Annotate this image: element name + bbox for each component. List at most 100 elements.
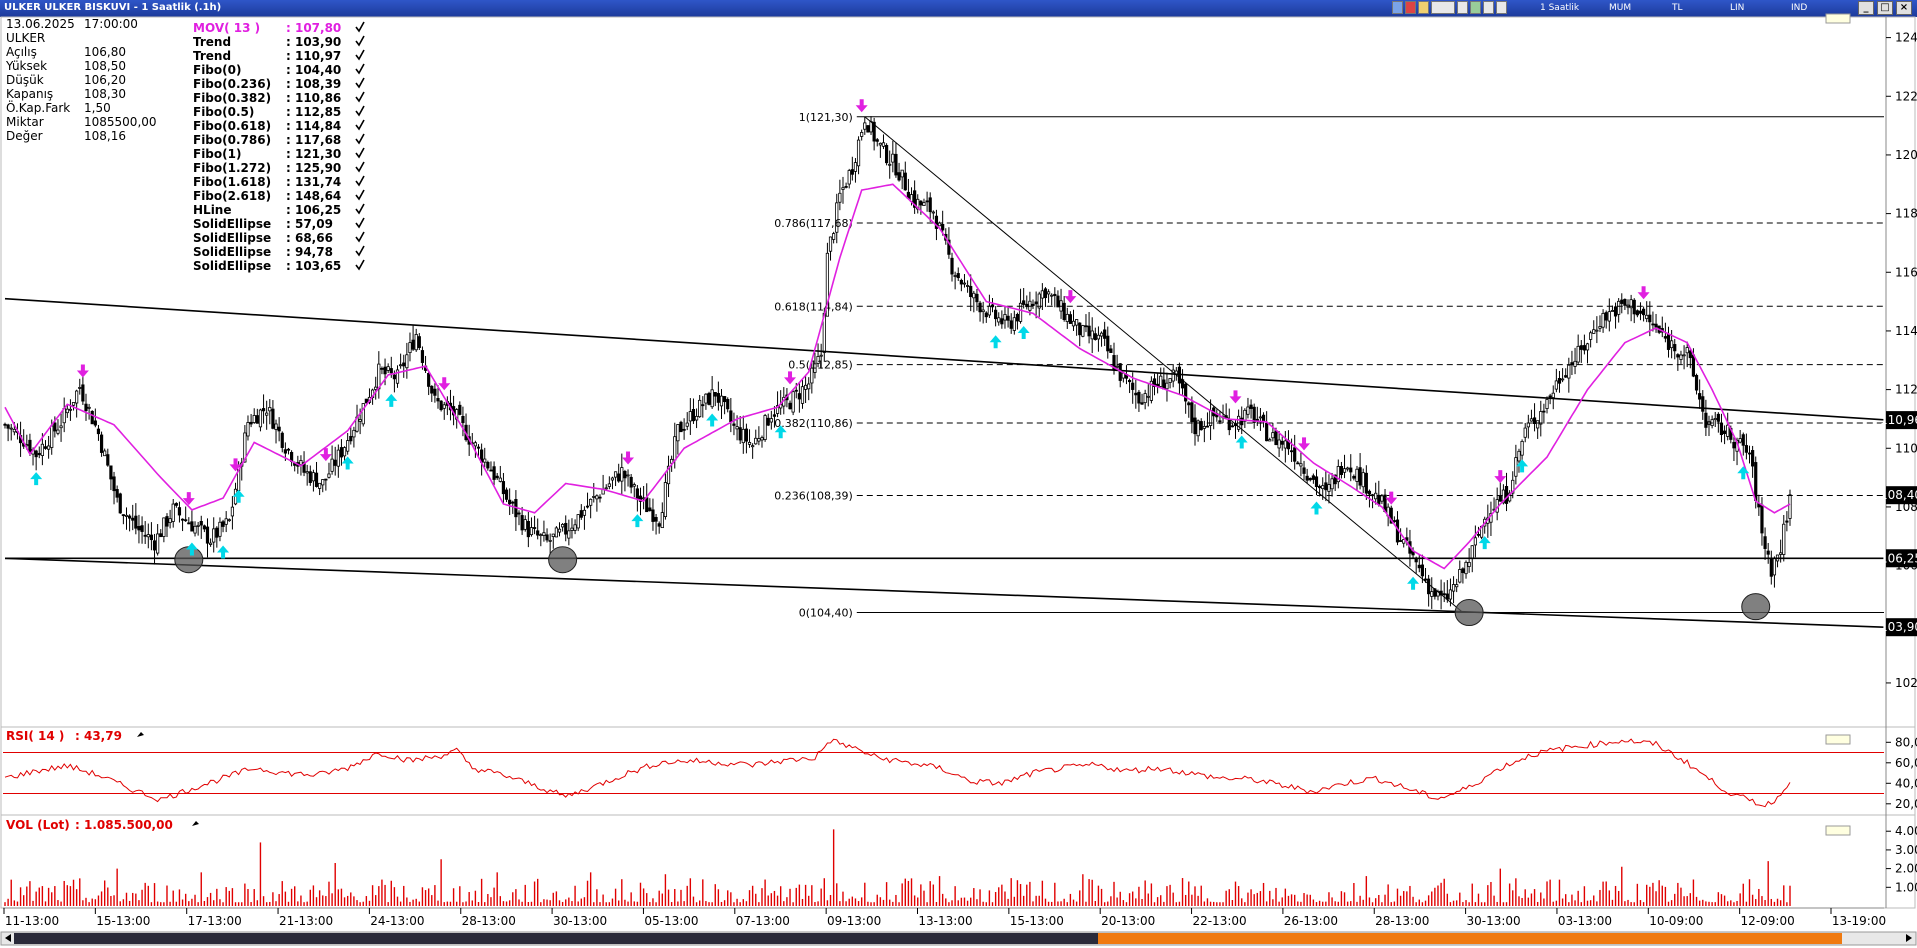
candle-body xyxy=(1638,310,1643,314)
vol-tick-label: 1.00M xyxy=(1895,880,1917,894)
scrollbar-track-left[interactable] xyxy=(14,933,1098,944)
candle-body xyxy=(56,429,60,434)
candle-body xyxy=(361,403,365,425)
candle-body xyxy=(969,285,973,298)
period-selector[interactable]: 1 Saatlik xyxy=(1540,3,1580,13)
scroll-left-icon[interactable] xyxy=(5,934,11,942)
candle-body xyxy=(442,404,446,409)
info-row-label: Açılış xyxy=(6,45,37,59)
legend-value: : 104,40 xyxy=(286,63,341,77)
panel-corner-button[interactable] xyxy=(1825,825,1851,836)
candle-body xyxy=(1168,378,1172,384)
candle-body xyxy=(757,438,761,442)
candle-body xyxy=(1392,520,1396,522)
legend-label: SolidEllipse xyxy=(193,245,271,259)
candle-body xyxy=(570,527,574,531)
candle-body xyxy=(573,524,577,531)
check-icon xyxy=(355,161,365,173)
candle-body xyxy=(972,292,976,299)
toolbar-icon-1[interactable] xyxy=(1392,1,1403,14)
candle-body xyxy=(863,122,867,130)
candle-body xyxy=(106,454,110,466)
candle-body xyxy=(1218,420,1222,423)
x-tick-label: 10-09:00 xyxy=(1649,914,1703,928)
toolbar-icon-2[interactable] xyxy=(1405,1,1416,14)
toolbar-icon-6[interactable] xyxy=(1470,1,1481,14)
candle-body xyxy=(1455,584,1459,588)
panel-corner-button[interactable] xyxy=(1825,734,1851,745)
candle-body xyxy=(243,432,247,463)
candle-body xyxy=(180,518,185,521)
price-badge xyxy=(1886,549,1917,568)
candle-body xyxy=(987,305,991,316)
buy-signal-arrow xyxy=(185,542,198,556)
candle-body xyxy=(663,482,668,517)
candle-body xyxy=(103,450,107,457)
close-button[interactable]: × xyxy=(1896,1,1912,15)
info-row-value: 1085500,00 xyxy=(84,115,157,129)
candle-body xyxy=(735,426,739,430)
candle-body xyxy=(1732,441,1736,449)
candle-body xyxy=(1554,380,1558,390)
fib-level-label: 0.786(117,68) xyxy=(774,217,853,230)
toolbar-icon-5[interactable] xyxy=(1457,1,1468,14)
candle-body xyxy=(1199,421,1203,431)
toolbar-icon-3[interactable] xyxy=(1418,1,1429,14)
toolbar-icon-7[interactable] xyxy=(1483,1,1494,14)
legend-value: : 117,68 xyxy=(286,133,341,147)
candle-body xyxy=(1112,355,1116,370)
scrollbar-thumb[interactable] xyxy=(1098,933,1842,944)
scroll-right-icon[interactable] xyxy=(1906,934,1912,942)
candle-body xyxy=(71,402,76,406)
toolbar-icon-8[interactable] xyxy=(1496,1,1507,14)
candle-body xyxy=(648,507,652,511)
candle-body xyxy=(1548,395,1552,398)
mode-ind[interactable]: IND xyxy=(1791,3,1808,13)
candle-body xyxy=(1448,589,1453,600)
buy-signal-arrow xyxy=(341,456,354,470)
candle-body xyxy=(1202,426,1206,429)
candle-body xyxy=(1523,427,1527,438)
candle-body xyxy=(828,236,833,252)
candle-body xyxy=(582,509,587,516)
candle-body xyxy=(1501,489,1506,504)
minimize-button[interactable]: _ xyxy=(1858,1,1874,15)
candle-body xyxy=(1704,412,1708,428)
candle-body xyxy=(1461,568,1465,574)
candle-body xyxy=(1280,440,1284,445)
candle-body xyxy=(1691,354,1696,377)
candle-body xyxy=(825,252,830,317)
mode-mum[interactable]: MUM xyxy=(1609,3,1632,13)
candle-body xyxy=(959,279,963,285)
candle-body xyxy=(701,404,705,407)
candle-body xyxy=(1268,439,1272,442)
price-tick-label: 118,00 xyxy=(1895,207,1917,221)
candle-body xyxy=(109,465,113,480)
candle-body xyxy=(1769,557,1773,577)
candle-body xyxy=(956,273,960,279)
candle-body xyxy=(1520,440,1524,456)
candle-body xyxy=(156,533,160,554)
toolbar-icon-4[interactable] xyxy=(1431,1,1455,14)
candle-body xyxy=(165,516,169,527)
candle-body xyxy=(205,526,210,544)
candle-body xyxy=(364,398,368,404)
candle-body xyxy=(529,527,534,536)
mode-lin[interactable]: LIN xyxy=(1730,3,1745,13)
candle-body xyxy=(268,407,272,412)
buy-signal-arrow xyxy=(774,425,787,439)
panel-corner-button[interactable] xyxy=(1825,13,1851,24)
maximize-button[interactable]: □ xyxy=(1877,1,1893,15)
buy-signal-arrow xyxy=(1235,435,1248,449)
candle-body xyxy=(1573,360,1577,367)
sell-signal-arrow xyxy=(855,99,868,113)
candle-body xyxy=(1065,313,1069,322)
candle-body xyxy=(875,139,879,142)
candle-body xyxy=(844,186,848,188)
candle-body xyxy=(1078,322,1082,336)
check-icon xyxy=(355,259,365,271)
mode-tl[interactable]: TL xyxy=(1672,3,1683,13)
candle-body xyxy=(1754,462,1758,502)
candle-body xyxy=(1557,378,1562,384)
